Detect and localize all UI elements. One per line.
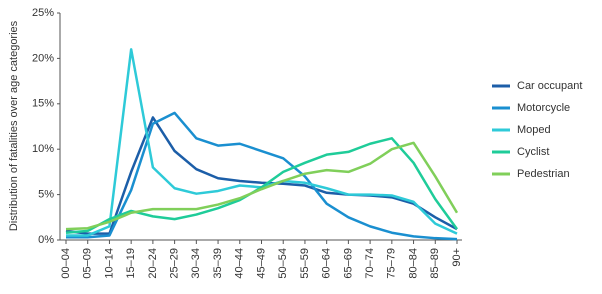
x-tick-label: 00–04	[60, 248, 72, 279]
y-tick-label: 0%	[38, 234, 54, 246]
series-line	[66, 111, 458, 241]
series-line	[65, 116, 458, 235]
y-tick-label: 5%	[38, 189, 54, 201]
legend-label: Pedestrian	[517, 168, 570, 180]
series-line	[66, 48, 458, 237]
x-tick-label: 60–64	[321, 248, 333, 279]
x-tick-label: 65–69	[342, 248, 354, 279]
y-tick-label: 25%	[32, 7, 54, 19]
legend-label: Car occupant	[517, 80, 582, 92]
x-tick-label: 80–84	[407, 248, 419, 279]
x-tick-label: 40–44	[234, 248, 246, 279]
legend-label: Cyclist	[517, 146, 549, 158]
x-tick-label: 55–59	[299, 248, 311, 279]
x-tick-label: 10–14	[103, 248, 115, 279]
y-tick-label: 10%	[32, 143, 54, 155]
x-tick-label: 75–79	[386, 248, 398, 279]
legend-label: Motorcycle	[517, 102, 570, 114]
x-tick-label: 35–39	[212, 248, 224, 279]
legend-label: Moped	[517, 124, 551, 136]
x-tick-label: 90+	[451, 248, 463, 267]
x-tick-label: 20–24	[147, 248, 159, 279]
x-tick-label: 70–74	[364, 248, 376, 279]
y-tick-label: 15%	[32, 98, 54, 110]
x-tick-label: 15–19	[125, 248, 137, 279]
x-tick-label: 85–89	[429, 248, 441, 279]
series-line	[65, 137, 459, 234]
x-tick-label: 45–49	[255, 248, 267, 279]
y-axis-label: Distribution of fatalities over age cate…	[8, 20, 20, 231]
y-tick-label: 20%	[32, 52, 54, 64]
x-tick-label: 50–54	[277, 248, 289, 279]
x-tick-label: 25–29	[169, 248, 181, 279]
series-line	[65, 141, 459, 231]
x-tick-label: 05–09	[82, 248, 94, 279]
x-tick-label: 30–34	[190, 248, 202, 279]
